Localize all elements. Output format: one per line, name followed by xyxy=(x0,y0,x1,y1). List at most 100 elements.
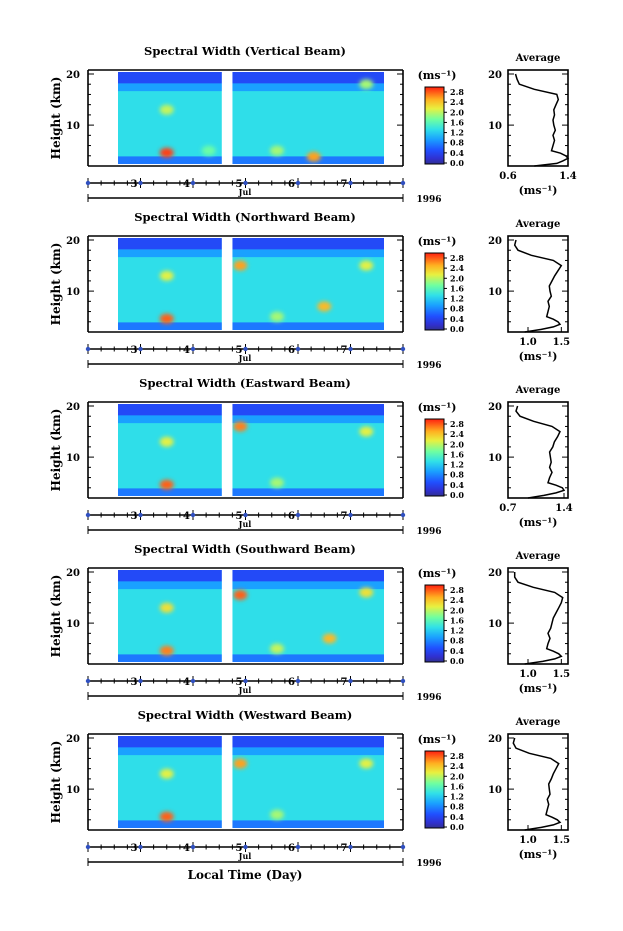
heatmap-hotspot xyxy=(322,633,337,644)
x-marker xyxy=(85,180,91,186)
x-tick-label: 5 xyxy=(236,345,243,356)
axes xyxy=(87,567,404,665)
colorbar-tick-label: 1.6 xyxy=(450,615,464,625)
colorbar-tick-label: 1.2 xyxy=(450,294,464,304)
x-tick-label: 4 xyxy=(183,677,190,688)
average-profile: Average 20 10 1.0 1.5 (ms⁻¹) xyxy=(488,717,570,861)
colorbar-tick-label: 2.4 xyxy=(450,97,464,107)
average-profile: Average 20 10 1.0 1.5 (ms⁻¹) xyxy=(488,551,570,695)
x-tick-label: 6 xyxy=(288,179,295,190)
profile-title: Average xyxy=(515,717,561,728)
colorbar-tick-label: 0.4 xyxy=(450,480,464,490)
heatmap-hotspot xyxy=(233,421,248,432)
heatmap-hotspot xyxy=(270,809,284,820)
axes xyxy=(87,69,404,167)
x-marker xyxy=(348,512,353,518)
heatmap-hotspot xyxy=(270,477,284,488)
heatmap-field xyxy=(118,570,384,662)
data-gap xyxy=(221,734,233,830)
x-marker xyxy=(190,844,196,850)
month-label: Jul xyxy=(238,353,252,363)
colorbar-tick-label: 0.4 xyxy=(450,314,464,324)
x-tick-label: 3 xyxy=(131,677,138,688)
heatmap-bottom-band xyxy=(118,322,384,330)
x-tick-label: 6 xyxy=(288,511,295,522)
colorbar-tick-label: 0.8 xyxy=(450,470,464,480)
x-marker xyxy=(138,180,143,186)
x-marker xyxy=(400,346,406,352)
heatmap-hotspot xyxy=(92,432,106,442)
colorbar xyxy=(424,252,445,331)
y-tick-label: 10 xyxy=(66,619,80,630)
heatmap-hotspot xyxy=(84,146,98,156)
x-tick-label: 6 xyxy=(288,677,295,688)
colorbar-tick-label: 1.2 xyxy=(450,792,464,802)
x-tick-label: 7 xyxy=(341,179,348,190)
y-tick-label: 10 xyxy=(66,287,80,298)
heatmap-hotspot xyxy=(159,602,174,613)
profile-x-tick-label: 1.4 xyxy=(555,503,572,514)
heatmap-hotspot xyxy=(159,811,174,822)
profile-x-tick-label: 0.7 xyxy=(499,503,516,514)
month-label: Jul xyxy=(238,187,252,197)
heatmap-hotspot xyxy=(270,145,284,156)
x-marker xyxy=(295,512,301,518)
heatmap-hotspot xyxy=(159,479,174,490)
heatmap-hotspot xyxy=(233,590,248,600)
colorbar-unit: (ms⁻¹) xyxy=(418,401,457,414)
profile-y-tick-label: 20 xyxy=(488,734,502,745)
x-marker xyxy=(348,678,353,684)
x-tick-label: 5 xyxy=(236,179,243,190)
month-label: Jul xyxy=(238,851,252,861)
x-marker xyxy=(400,678,406,684)
heatmap-top-band xyxy=(118,72,384,84)
profile-x-tick-label: 1.0 xyxy=(519,337,536,348)
profile-title: Average xyxy=(515,53,561,64)
y-axis-label: Height (km) xyxy=(49,741,63,824)
colorbar-tick-label: 2.0 xyxy=(450,605,464,615)
panel-1: Spectral Width (Northward Beam)2010Heigh… xyxy=(49,210,570,371)
x-tick-label: 4 xyxy=(183,843,190,854)
heatmap-top-band xyxy=(118,570,384,582)
colorbar-tick-label: 2.0 xyxy=(450,771,464,781)
x-marker xyxy=(138,844,143,850)
year-label: 1996 xyxy=(416,693,441,703)
heatmap-hotspot xyxy=(306,151,321,162)
heatmap-hotspot xyxy=(84,478,98,488)
x-tick-label: 6 xyxy=(288,345,295,356)
y-tick-label: 20 xyxy=(66,236,80,247)
common-xlabel: Local Time (Day) xyxy=(188,868,303,882)
x-marker xyxy=(243,678,248,684)
profile-y-tick-label: 20 xyxy=(488,568,502,579)
heatmap-field xyxy=(84,72,384,164)
colorbar-tick-label: 0.8 xyxy=(450,138,464,148)
colorbar-tick-label: 2.0 xyxy=(450,273,464,283)
x-tick-label: 3 xyxy=(131,179,138,190)
colorbar-tick-label: 2.8 xyxy=(450,87,464,97)
year-label: 1996 xyxy=(416,527,441,537)
heatmap-field xyxy=(84,404,384,496)
x-marker xyxy=(295,844,301,850)
panel-4: Spectral Width (Westward Beam)2010Height… xyxy=(49,708,570,869)
profile-title: Average xyxy=(515,219,561,230)
profile-y-tick-label: 20 xyxy=(488,236,502,247)
x-marker xyxy=(190,346,196,352)
x-marker xyxy=(243,512,248,518)
data-gap xyxy=(221,236,233,332)
heatmap-top-band xyxy=(118,404,384,416)
colorbar-tick-label: 2.8 xyxy=(450,751,464,761)
heatmap-hotspot xyxy=(92,764,106,774)
x-marker xyxy=(138,678,143,684)
x-marker xyxy=(138,346,143,352)
x-tick-label: 3 xyxy=(131,843,138,854)
y-axis-label: Height (km) xyxy=(49,77,63,160)
x-marker xyxy=(400,512,406,518)
profile-frame xyxy=(507,235,569,333)
x-marker xyxy=(400,844,406,850)
colorbar-tick-label: 1.2 xyxy=(450,460,464,470)
profile-x-label: (ms⁻¹) xyxy=(519,848,558,861)
data-gap xyxy=(221,402,233,498)
profile-x-tick-label: 1.5 xyxy=(553,669,570,680)
heatmap-upper-band xyxy=(118,83,384,92)
